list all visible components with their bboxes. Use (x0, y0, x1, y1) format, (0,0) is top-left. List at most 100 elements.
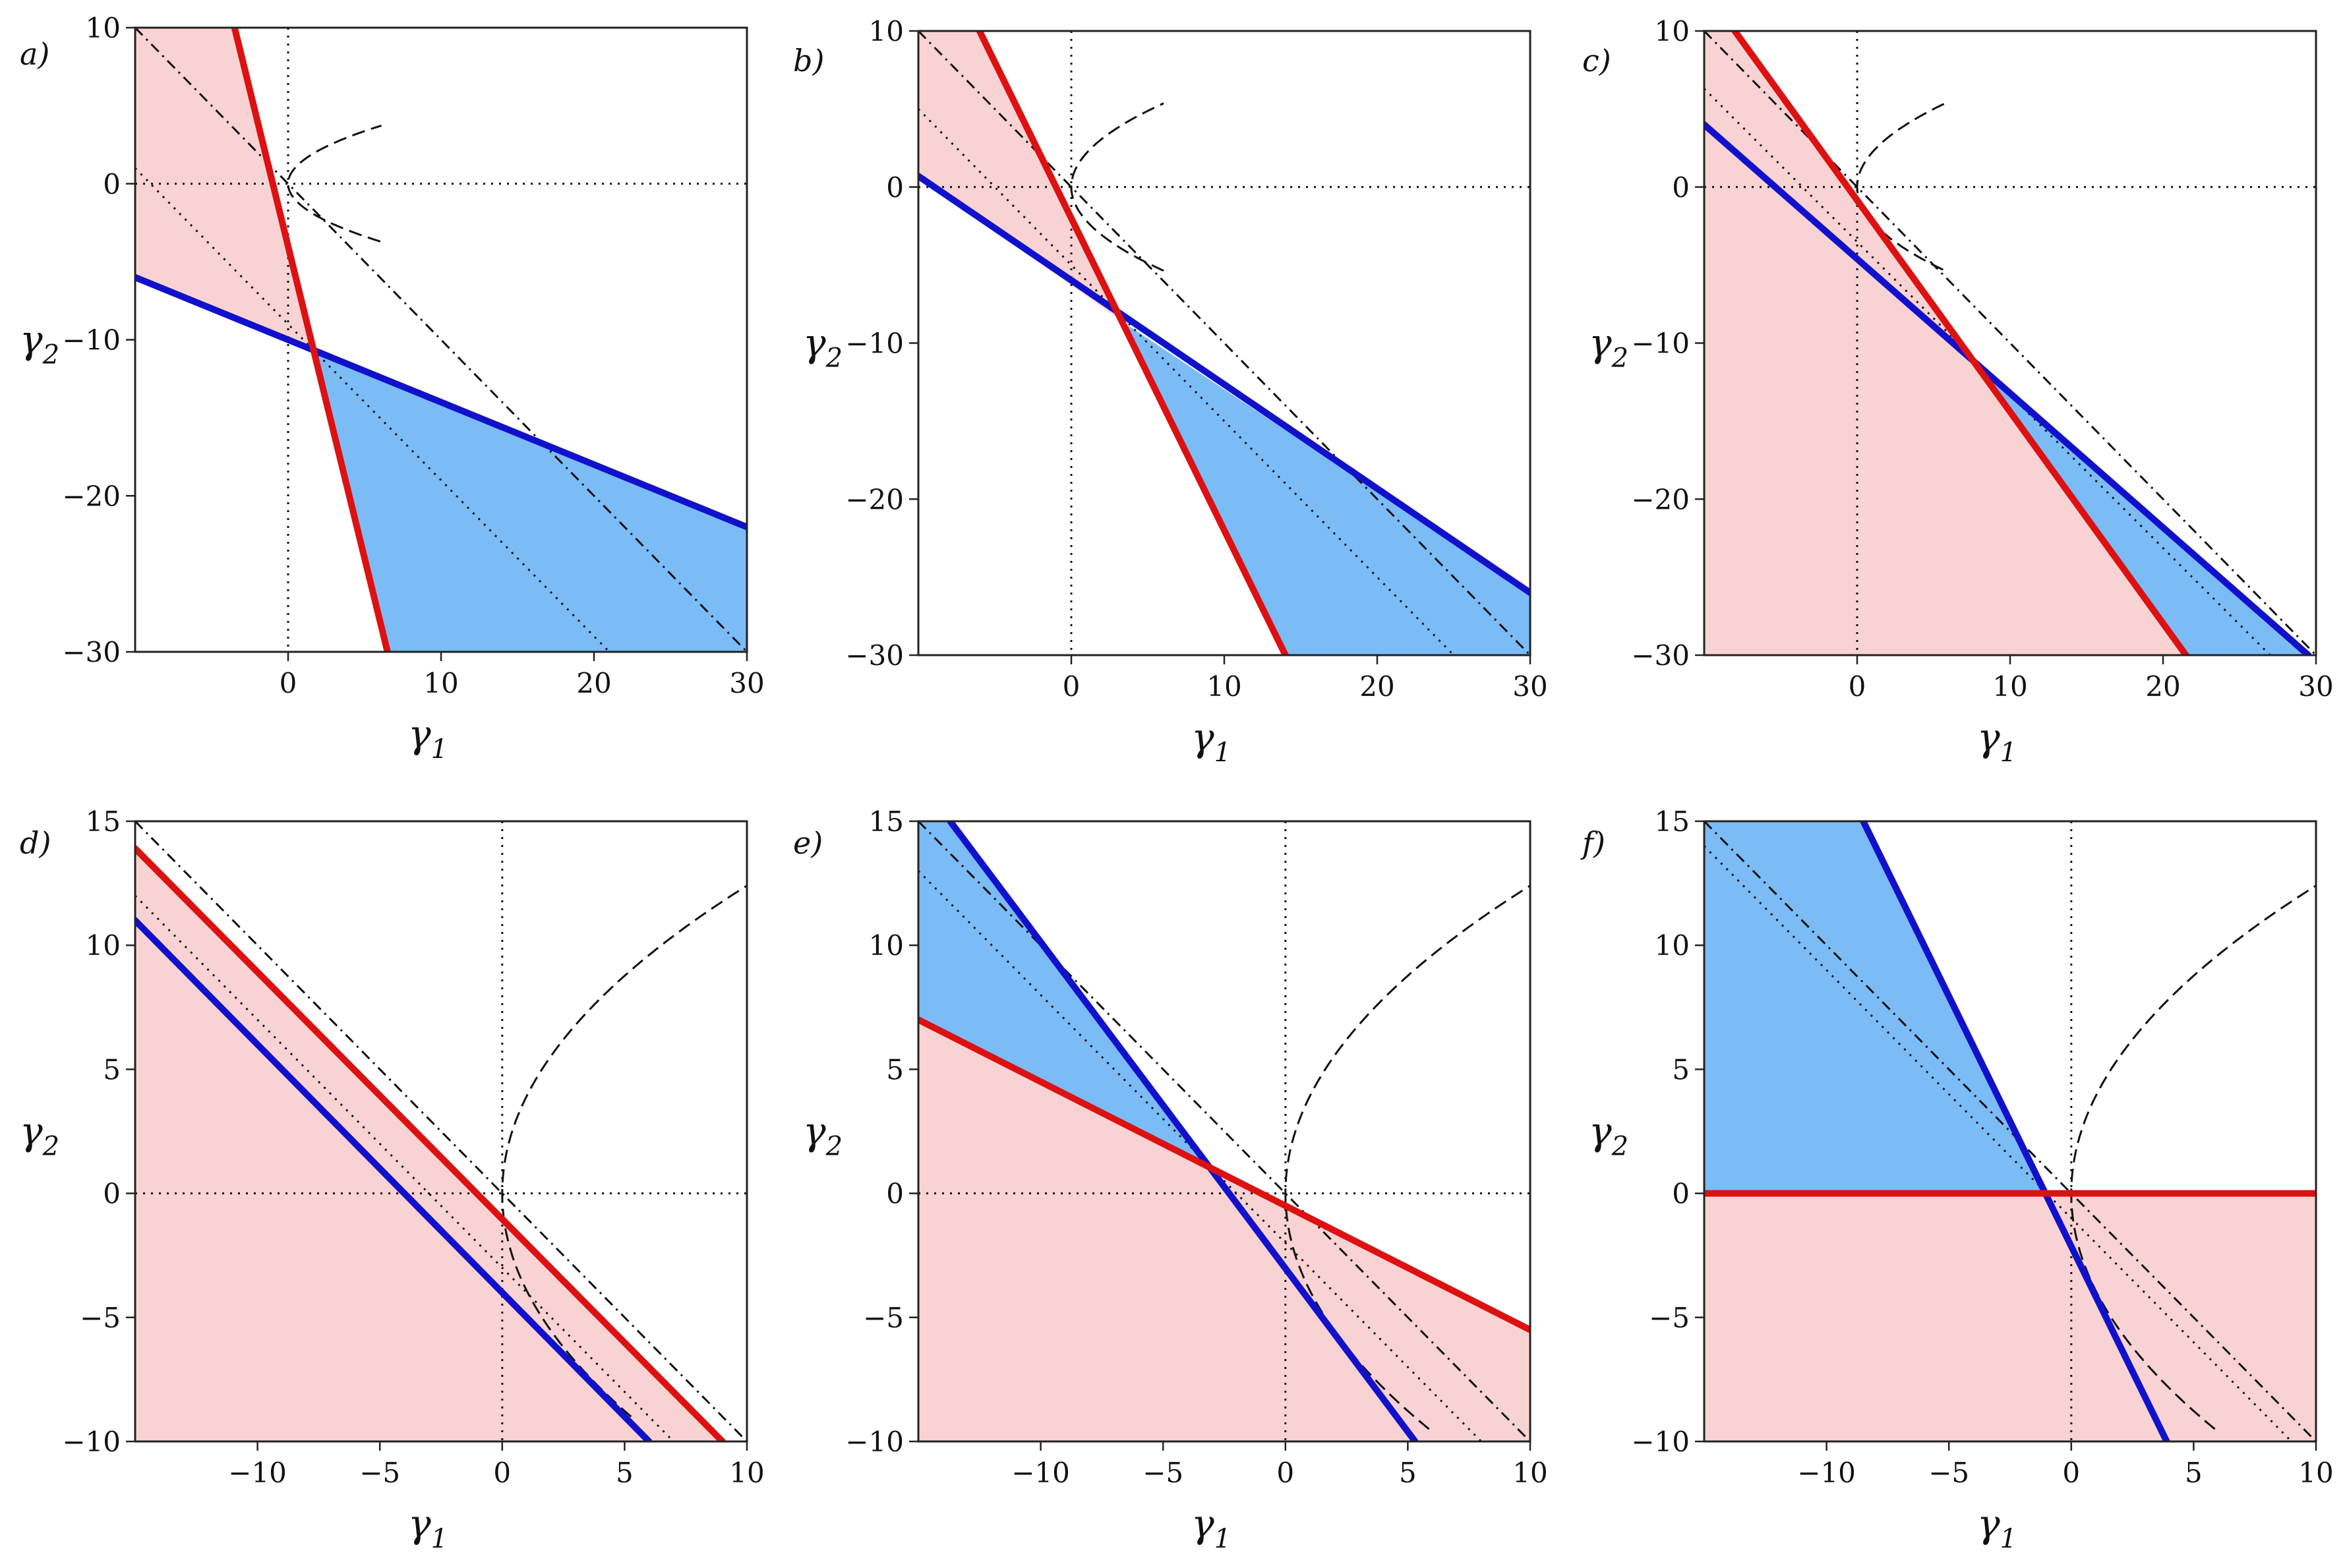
y-tick-label: 0 (103, 168, 121, 200)
panel-a: 0 10 20 30 −30 −20 −10 0 10 γ1 γ2 a) (20, 12, 765, 765)
x-tick-label: 10 (1512, 1457, 1547, 1489)
dashed-curve (501, 885, 747, 1418)
plot-area (135, 28, 747, 652)
y-tick-label: 0 (1672, 171, 1690, 204)
x-tick-label: 20 (576, 667, 611, 699)
x-tick-label: 10 (423, 667, 458, 699)
x-tick-label: 0 (2062, 1457, 2080, 1489)
red-region (1212, 1169, 1530, 1441)
x-tick-label: 0 (1849, 670, 1866, 703)
dashdot-line (918, 31, 1530, 655)
dashdot-line (918, 821, 1530, 1441)
panel-f: −10 −5 0 5 10 −10 −5 0 5 10 15 γ1 γ2 f) (1580, 805, 2334, 1554)
plot-area (135, 821, 747, 1441)
red-region (918, 1020, 1415, 1441)
y-tick-label: −10 (1631, 1426, 1690, 1458)
x-tick-label: 0 (1063, 670, 1081, 703)
y-tick-label: −10 (845, 1426, 904, 1458)
red-region (135, 28, 316, 351)
red-line (135, 845, 726, 1441)
y-tick-label: 10 (1655, 929, 1690, 962)
y-tick-label: −10 (62, 324, 121, 357)
x-tick-label: −5 (1143, 1457, 1183, 1489)
x-tick-label: 10 (729, 1457, 764, 1489)
y-tick-label: 0 (1672, 1178, 1690, 1210)
dashdot-line (1704, 821, 2316, 1441)
blue-region (1704, 821, 2047, 1194)
x-axis-label: γ1 (1977, 715, 2017, 768)
plot-frame (1703, 820, 2317, 1443)
panel-label: d) (20, 825, 51, 861)
red-region (918, 31, 1122, 322)
red-region (1704, 1193, 2316, 1441)
y-tick-label: 15 (86, 805, 121, 838)
x-axis-label: γ1 (1191, 1501, 1231, 1554)
x-tick-label: −10 (228, 1457, 287, 1489)
x-tick-label: 0 (1276, 1457, 1294, 1489)
dotted-line (918, 108, 1455, 655)
x-axis-label: γ1 (408, 1501, 448, 1554)
blue-region (918, 821, 1212, 1169)
red-line (231, 28, 391, 652)
y-tick-label: −5 (863, 1302, 904, 1334)
y-tick-label: −5 (80, 1302, 121, 1334)
dashed-curve (2070, 885, 2316, 1430)
y-axis-label: γ2 (20, 1109, 59, 1162)
x-tick-label: 5 (616, 1457, 634, 1489)
x-tick-label: 10 (1206, 670, 1241, 703)
red-line (976, 31, 1289, 655)
y-tick-label: 5 (1672, 1053, 1690, 1086)
x-tick-label: 30 (729, 667, 764, 699)
y-tick-label: 10 (869, 15, 904, 47)
y-tick-label: −10 (62, 1426, 121, 1458)
y-tick-label: 10 (1655, 15, 1690, 47)
dashed-curve (1856, 100, 1950, 271)
x-tick-label: 20 (1359, 670, 1394, 703)
blue-line (1860, 821, 2170, 1441)
red-line (1731, 31, 2189, 655)
x-axis-label: γ1 (1191, 715, 1231, 768)
x-tick-label: 30 (2298, 670, 2333, 703)
y-tick-label: −30 (1631, 639, 1690, 672)
plot-frame (917, 820, 1531, 1443)
x-tick-label: −10 (1011, 1457, 1070, 1489)
y-tick-label: −10 (1631, 328, 1690, 360)
blue-region (315, 351, 747, 652)
panel-c: 0 10 20 30 −30 −20 −10 0 10 γ1 γ2 c) (1582, 15, 2334, 768)
y-tick-label: 5 (103, 1053, 121, 1086)
plot-frame (134, 820, 748, 1443)
y-tick-label: −30 (845, 639, 904, 672)
blue-line (947, 821, 1419, 1441)
blue-line (918, 173, 1530, 596)
y-tick-label: −20 (845, 483, 904, 515)
panel-e: −10 −5 0 5 10 −10 −5 0 5 10 15 γ1 γ2 e) (793, 805, 1548, 1554)
y-tick-label: 0 (886, 1178, 904, 1210)
panel-label: c) (1582, 43, 1611, 78)
blue-line (1704, 121, 2312, 655)
dotted-line (135, 894, 674, 1441)
x-tick-label: −10 (1797, 1457, 1856, 1489)
x-axis-label: γ1 (408, 712, 448, 765)
y-tick-label: 15 (869, 805, 904, 838)
panel-label: a) (20, 36, 49, 72)
dashed-curve (1070, 102, 1164, 272)
plot-area (918, 821, 1530, 1441)
blue-line (135, 274, 747, 531)
plot-area (1704, 821, 2316, 1441)
x-tick-label: 30 (1512, 670, 1547, 703)
x-tick-label: −5 (359, 1457, 400, 1489)
y-tick-label: −20 (62, 480, 121, 512)
panel-label: b) (793, 43, 824, 78)
red-line (918, 1016, 1530, 1333)
blue-line (135, 917, 653, 1441)
red-region (1704, 125, 2186, 655)
panel-label: f) (1580, 825, 1605, 861)
dotted-line (1704, 845, 2292, 1441)
y-tick-label: −10 (845, 328, 904, 360)
x-tick-label: 5 (1399, 1457, 1417, 1489)
panel-b: 0 10 20 30 −30 −20 −10 0 10 γ1 γ2 b) (793, 15, 1548, 768)
x-tick-label: 20 (2145, 670, 2180, 703)
x-tick-label: 10 (2298, 1457, 2333, 1489)
y-tick-label: 10 (86, 929, 121, 962)
